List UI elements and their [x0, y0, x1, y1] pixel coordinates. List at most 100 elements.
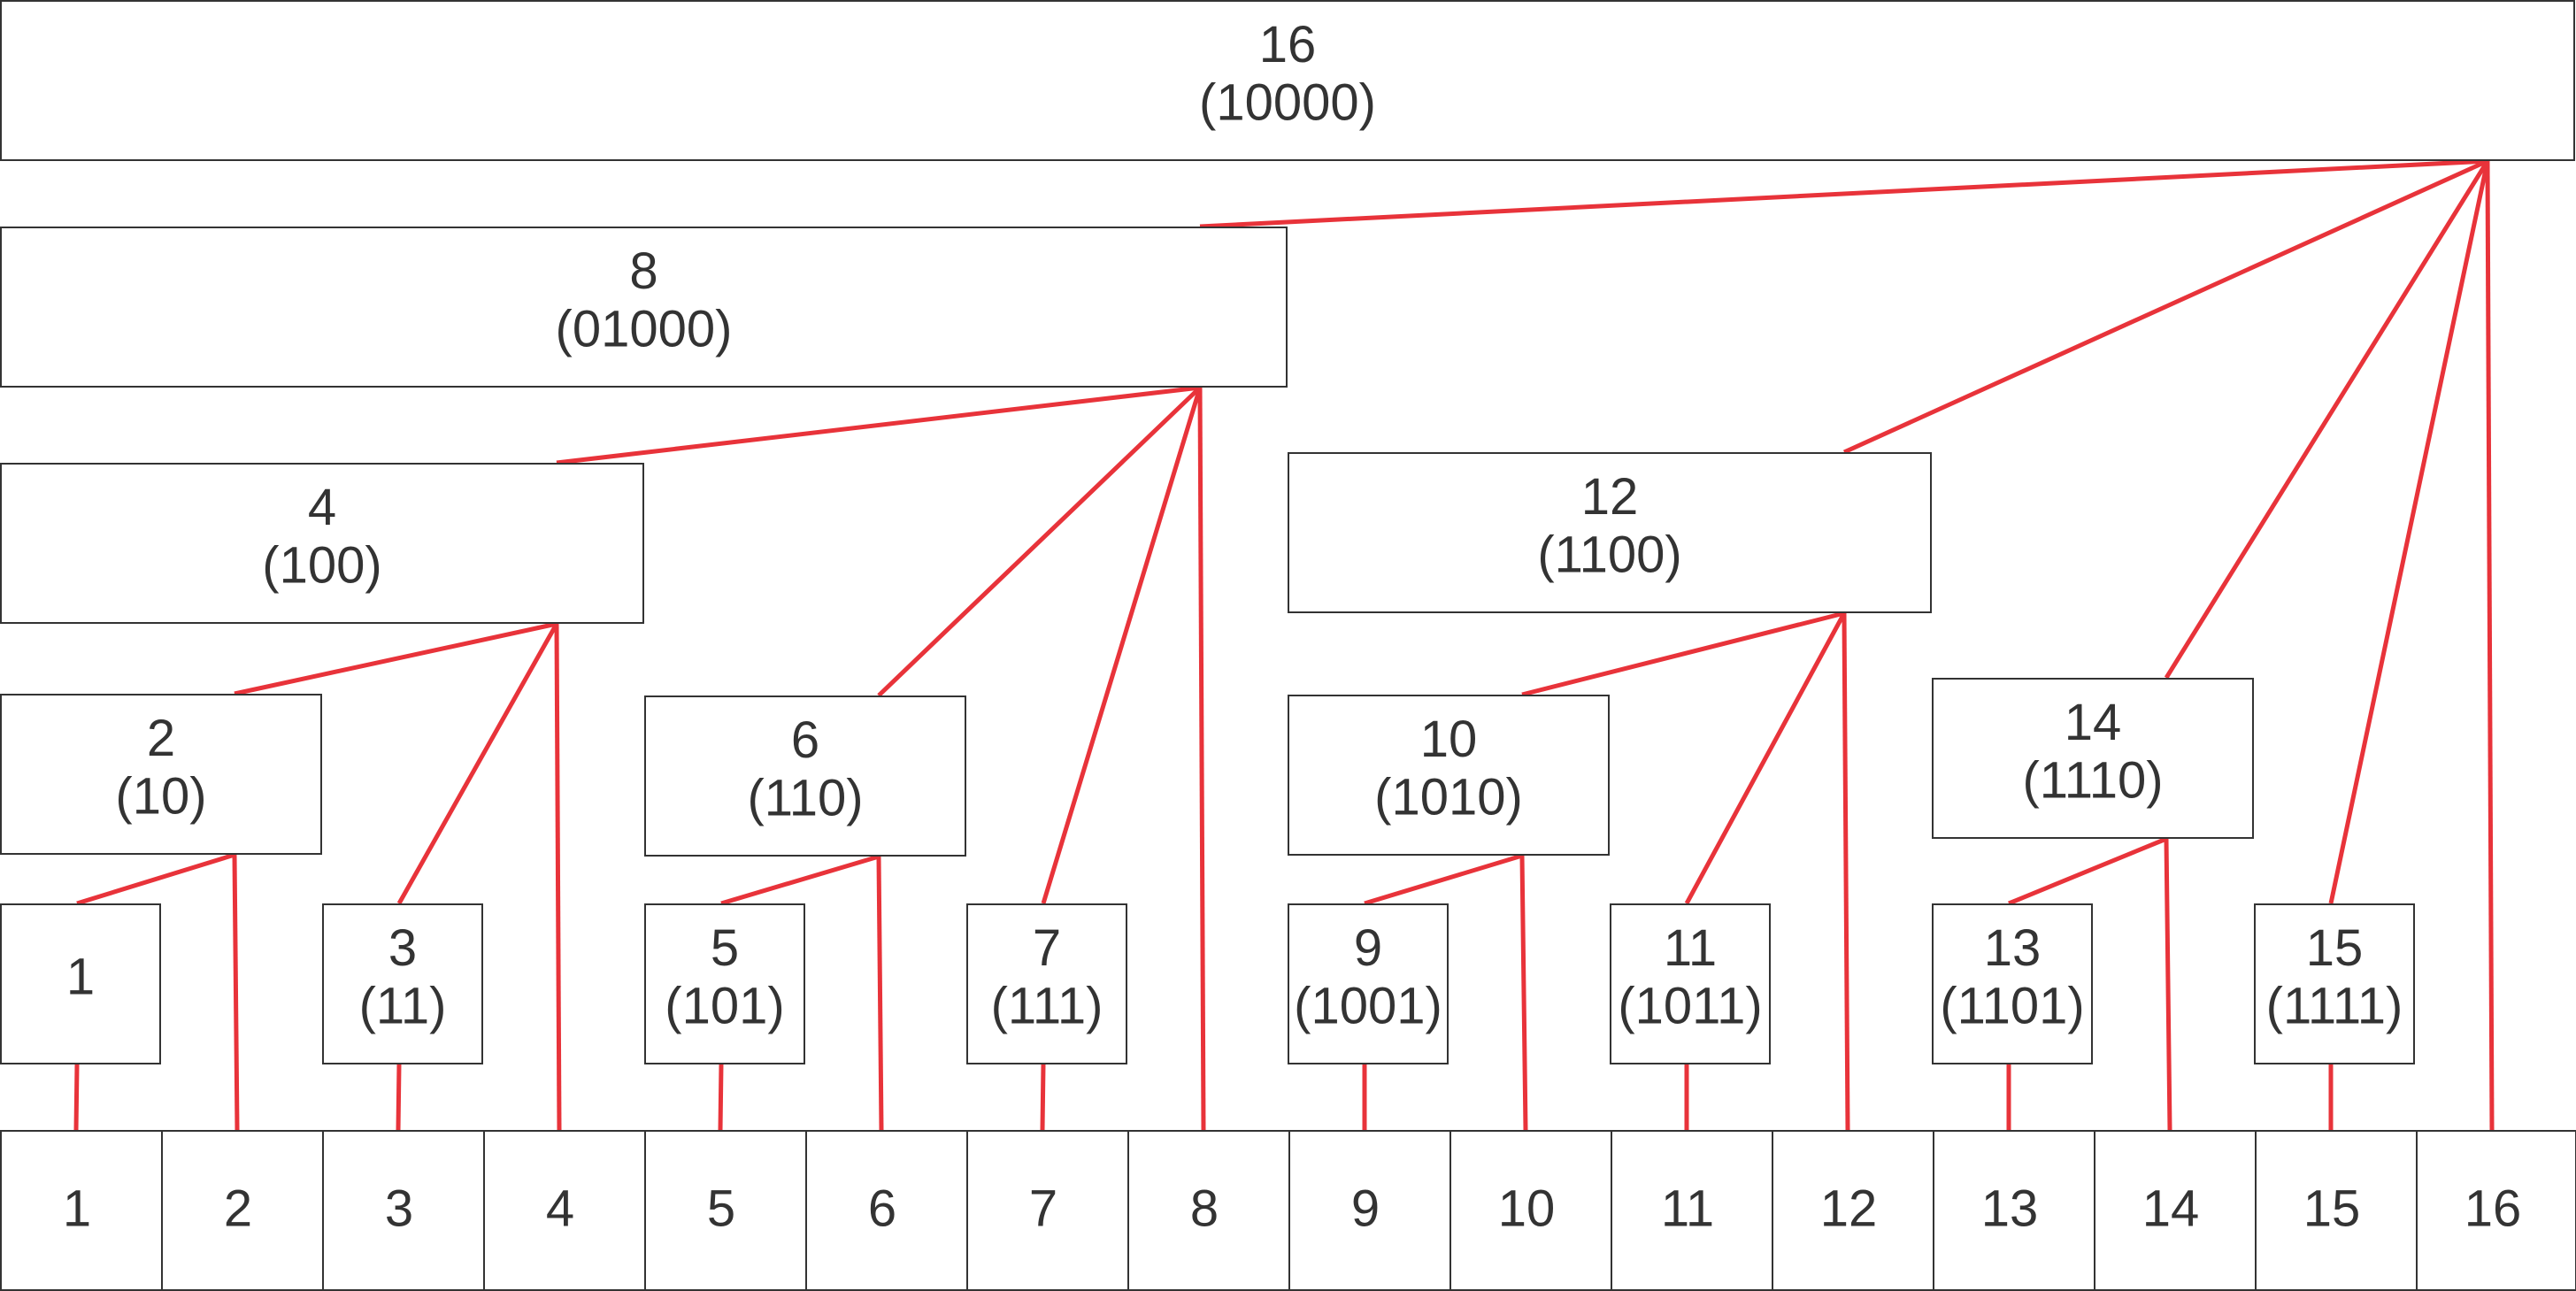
tree-node-box — [2254, 903, 2415, 1064]
array-cell-5: 5 — [644, 1130, 807, 1291]
tree-node-label: 3 — [388, 919, 417, 977]
tree-node-binary: (1101) — [1940, 977, 2084, 1034]
tree-node-12: 12(1100) — [1288, 452, 1932, 613]
edge-a2-to-n2 — [232, 854, 240, 1131]
tree-node-13: 13(1101) — [1932, 903, 2093, 1064]
tree-node-binary: (1100) — [1537, 526, 1681, 583]
tree-node-label: 6 — [791, 711, 819, 769]
edge-n2-to-n4 — [234, 621, 557, 696]
tree-node-box — [1932, 903, 2093, 1064]
array-cell-box — [966, 1130, 1129, 1291]
edge-n9-to-n10 — [1364, 853, 1523, 906]
array-cell-1: 1 — [0, 1130, 163, 1291]
tree-node-binary: (1111) — [2266, 977, 2403, 1034]
tree-node-label: 1 — [66, 949, 95, 1006]
array-cell-label: 7 — [1029, 1180, 1057, 1237]
edge-a3-to-n3 — [396, 1064, 402, 1131]
edge-n10-to-n12 — [1521, 611, 1845, 697]
tree-node-box — [1932, 678, 2254, 839]
array-cell-box — [322, 1130, 485, 1291]
tree-node-binary: (100) — [262, 536, 381, 594]
tree-node-box — [1288, 695, 1610, 856]
array-cell-label: 16 — [2465, 1180, 2522, 1237]
array-cell-label: 3 — [385, 1180, 413, 1237]
array-cell-label: 11 — [1661, 1180, 1714, 1237]
tree-node-box — [644, 903, 805, 1064]
tree-node-1: 1 — [0, 903, 161, 1064]
array-cell-6: 6 — [805, 1130, 968, 1291]
tree-node-label: 8 — [629, 242, 657, 300]
edge-n3-to-n4 — [396, 622, 559, 905]
tree-node-label: 9 — [1354, 919, 1382, 977]
array-cell-15: 15 — [2255, 1130, 2418, 1291]
tree-node-label: 4 — [308, 479, 336, 536]
tree-node-binary: (110) — [747, 769, 863, 826]
tree-node-box — [0, 0, 2575, 161]
array-cell-2: 2 — [161, 1130, 324, 1291]
tree-node-label: 11 — [1664, 919, 1717, 977]
tree-node-14: 14(1110) — [1932, 678, 2254, 839]
tree-node-label: 14 — [2065, 694, 2122, 751]
tree-node-binary: (1010) — [1374, 768, 1523, 826]
edges — [73, 158, 2495, 1131]
array-cell-label: 12 — [1820, 1180, 1878, 1237]
edge-n6-to-n8 — [877, 386, 1202, 697]
edge-a12-to-n12 — [1842, 612, 1850, 1131]
tree-node-binary: (1110) — [2022, 751, 2163, 809]
array-cell-box — [805, 1130, 968, 1291]
tree-node-label: 5 — [711, 919, 739, 977]
edge-n11-to-n12 — [1684, 611, 1847, 905]
edge-n13-to-n14 — [2008, 836, 2167, 906]
tree-node-5: 5(101) — [644, 903, 805, 1064]
array-cell-box — [0, 1130, 163, 1291]
array-cell-box — [1772, 1130, 1934, 1291]
tree-node-binary: (11) — [359, 977, 447, 1034]
tree-node-label: 7 — [1033, 919, 1061, 977]
tree-node-box — [0, 227, 1288, 388]
array-cell-box — [1127, 1130, 1290, 1291]
array-cell-box — [1449, 1130, 1612, 1291]
array-cell-10: 10 — [1449, 1130, 1612, 1291]
array-cell-box — [2416, 1130, 2576, 1291]
tree-node-box — [966, 903, 1127, 1064]
tree-node-6: 6(110) — [644, 695, 966, 857]
tree-node-binary: (10) — [115, 767, 206, 825]
array-cell-8: 8 — [1127, 1130, 1290, 1291]
array-cell-label: 13 — [1981, 1180, 2039, 1237]
array-cell-14: 14 — [2094, 1130, 2257, 1291]
array-cell-box — [2094, 1130, 2257, 1291]
array-cell-label: 10 — [1498, 1180, 1556, 1237]
edge-n15-to-n16 — [2328, 160, 2490, 904]
tree-node-binary: (1011) — [1618, 977, 1762, 1034]
edge-a7-to-n7 — [1040, 1064, 1046, 1131]
tree-node-box — [644, 695, 966, 857]
tree-node-7: 7(111) — [966, 903, 1127, 1064]
tree-node-10: 10(1010) — [1288, 695, 1610, 856]
array-row: 1 2 3 4 5 6 7 8 9 10 11 12 13 14 15 16 — [0, 1130, 2576, 1291]
tree-node-box — [1610, 903, 1771, 1064]
tree-node-15: 15(1111) — [2254, 903, 2415, 1064]
edge-n8-to-n16 — [1199, 158, 2488, 229]
tree-node-binary: (1001) — [1294, 977, 1442, 1034]
edge-n4-to-n8 — [556, 385, 1201, 465]
array-cell-label: 9 — [1351, 1180, 1380, 1237]
tree-node-4: 4(100) — [0, 463, 644, 624]
array-cell-label: 15 — [2303, 1180, 2361, 1237]
array-cell-16: 16 — [2416, 1130, 2576, 1291]
tree-node-binary: (01000) — [556, 300, 733, 357]
array-cell-box — [644, 1130, 807, 1291]
tree-node-label: 15 — [2306, 919, 2364, 977]
array-cell-box — [161, 1130, 324, 1291]
tree-node-9: 9(1001) — [1288, 903, 1449, 1064]
array-cell-label: 14 — [2142, 1180, 2200, 1237]
edge-a5-to-n5 — [718, 1064, 724, 1131]
edge-a14-to-n14 — [2164, 838, 2172, 1131]
tree-node-label: 2 — [147, 710, 175, 767]
tree-node-box — [0, 694, 322, 855]
tree-node-label: 16 — [1259, 16, 1317, 73]
array-cell-label: 5 — [707, 1180, 735, 1237]
edge-a16-to-n16 — [2485, 160, 2495, 1131]
tree-node-3: 3(11) — [322, 903, 483, 1064]
tree-node-11: 11(1011) — [1610, 903, 1771, 1064]
